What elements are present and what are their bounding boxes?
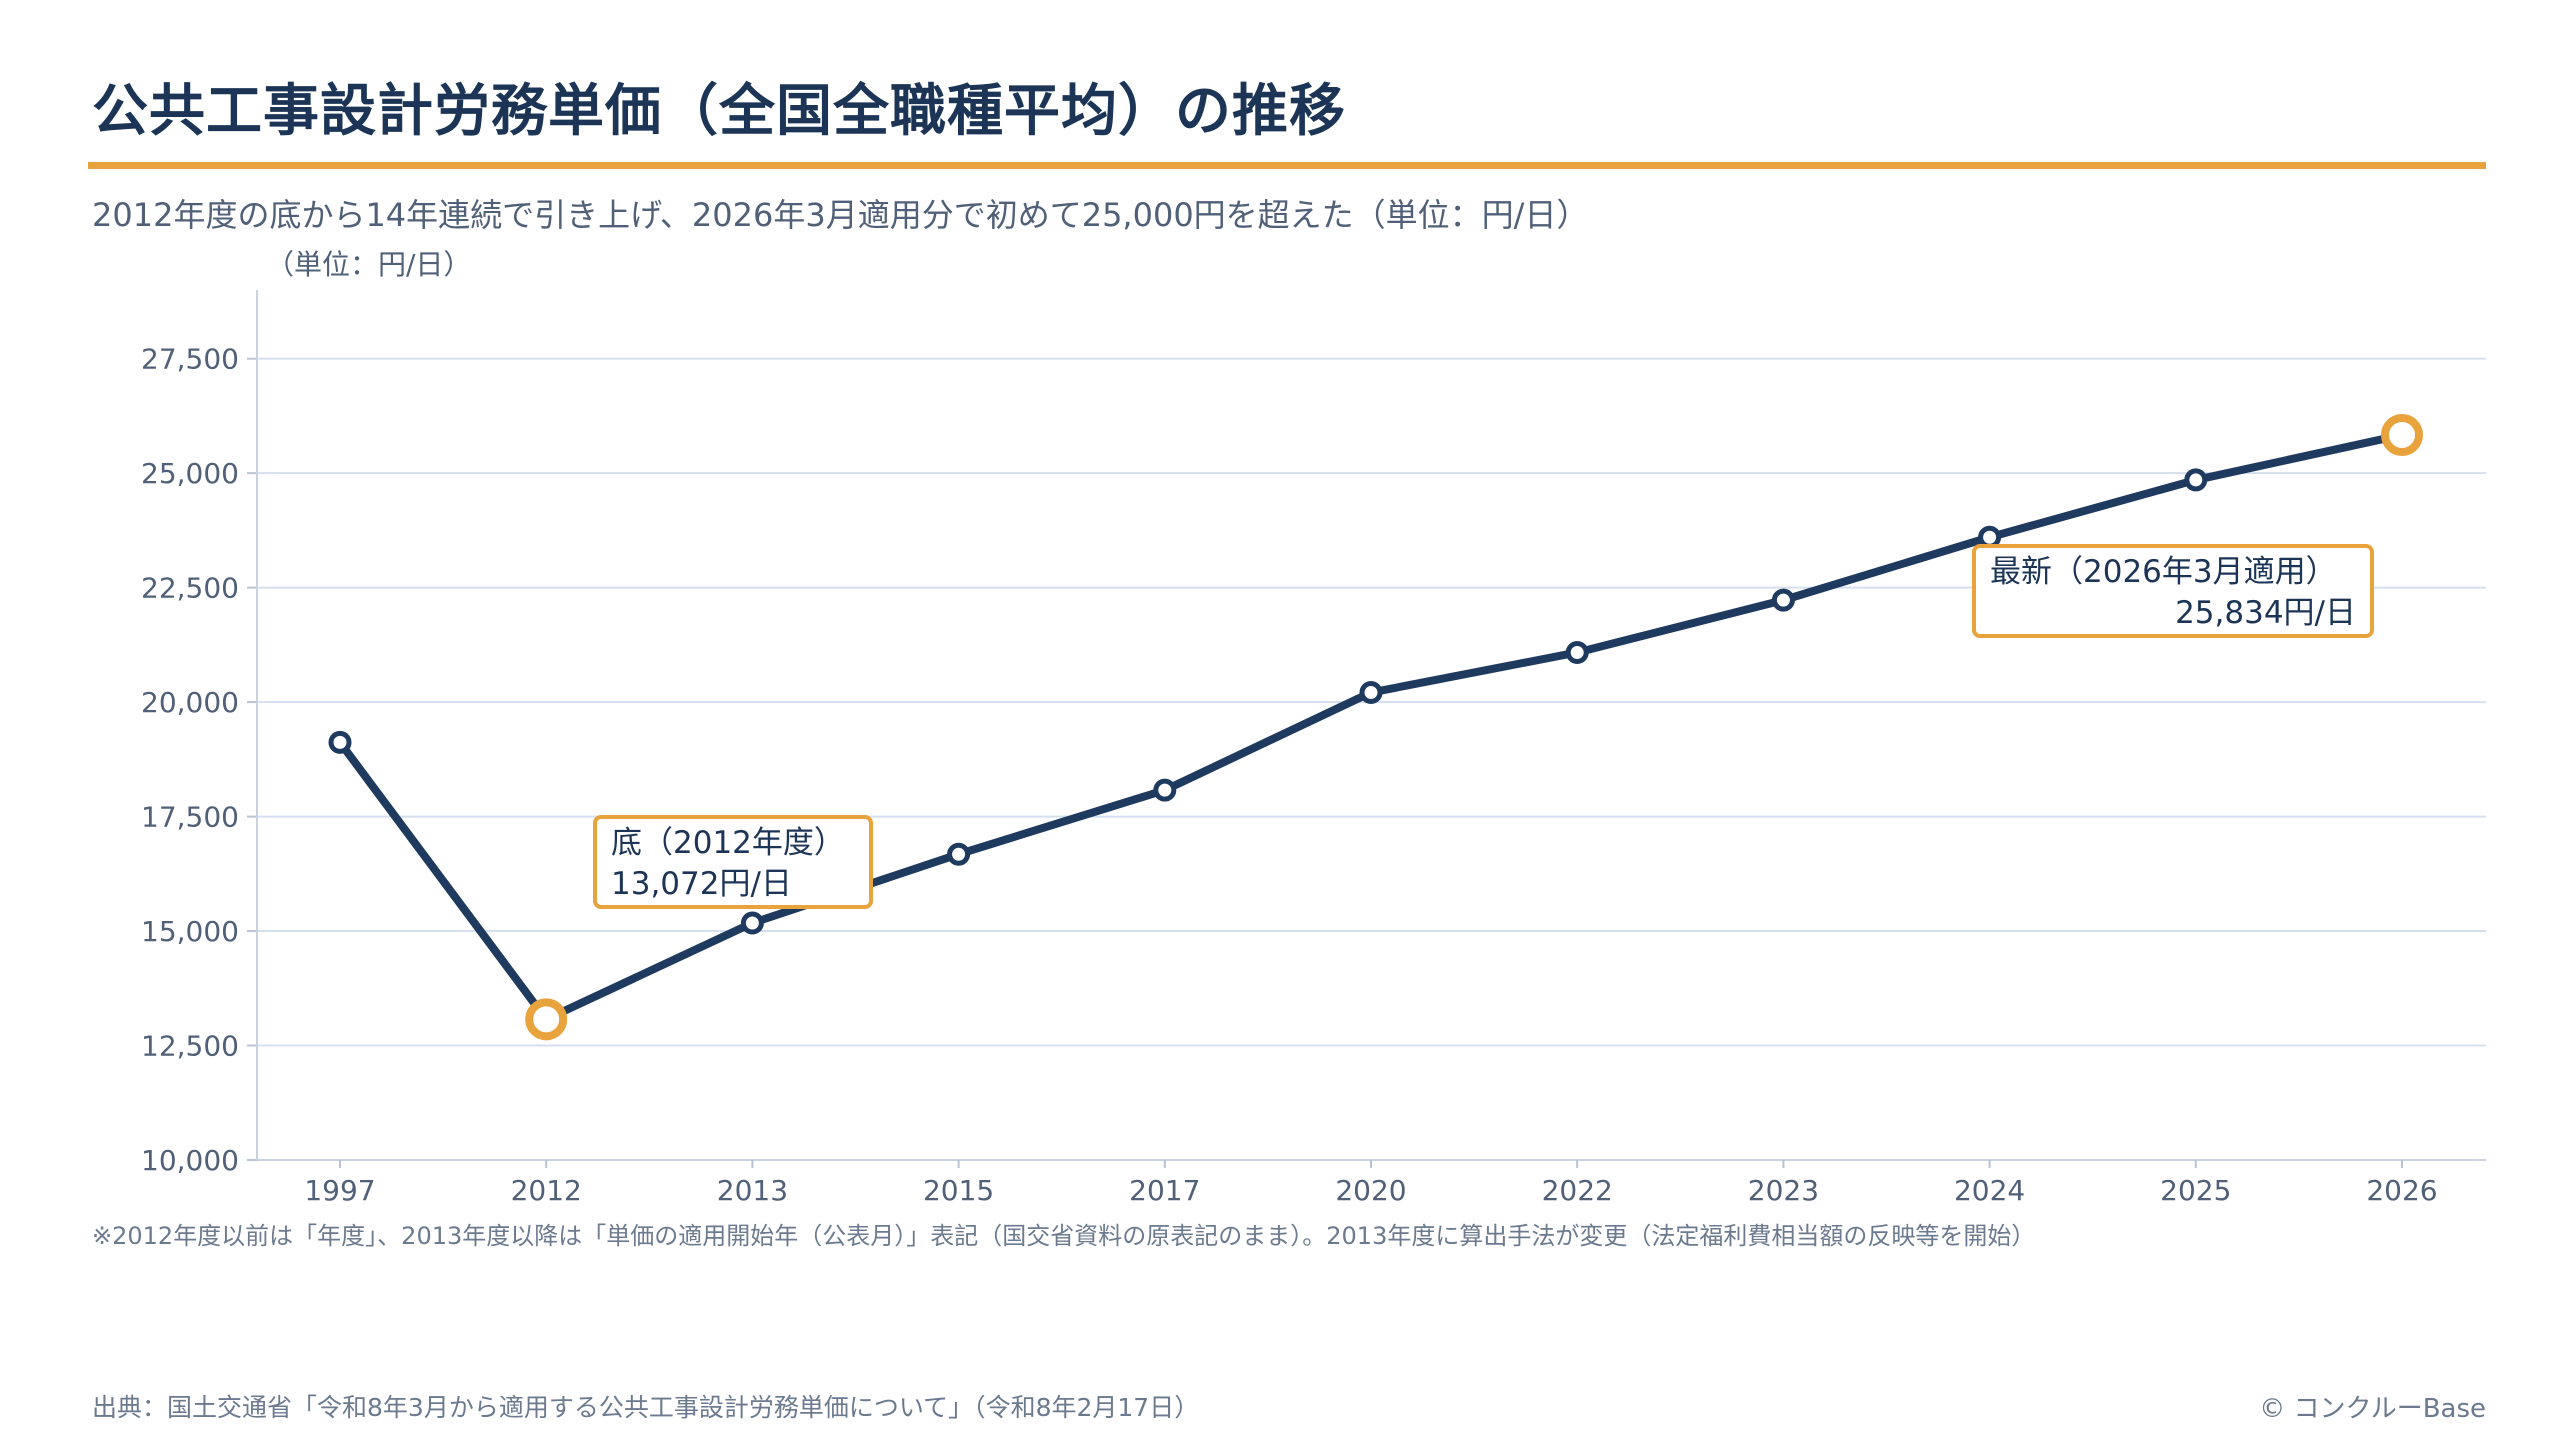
data-point [328,730,352,754]
callout-latest-label: 最新（2026年3月適用） [1990,554,2337,590]
y-axis-unit-label: （単位：円/日） [266,248,472,281]
x-tick-label: 2012 [511,1174,582,1207]
x-tick-label: 2020 [1335,1174,1406,1207]
highlight-point [525,998,568,1041]
highlight-point [2381,413,2423,456]
data-point [2184,468,2208,492]
x-tick-label: 2022 [1542,1174,1613,1207]
x-tick-label: 2025 [2160,1174,2231,1207]
axes [247,290,2486,1168]
data-point [740,911,764,935]
y-tick-label: 17,500 [141,801,239,834]
x-tick-labels: 1997 2012 2013 2015 2017 2020 2022 2023 2024 2025… [304,1174,2437,1207]
callout-minimum: 底（2012年度） 13,072円/日 [593,815,873,909]
callout-latest: 最新（2026年3月適用） 25,834円/日 [1972,544,2374,638]
x-tick-label: 2024 [1954,1174,2025,1207]
callout-minimum-value: 13,072円/日 [611,866,792,902]
y-tick-label: 20,000 [141,686,239,719]
data-point [1359,681,1383,705]
callout-latest-value: 25,834円/日 [2175,595,2356,631]
x-tick-label: 2023 [1748,1174,1819,1207]
y-tick-label: 10,000 [141,1144,239,1177]
chart-title: 公共工事設計労務単価（全国全職種平均）の推移 [92,79,1346,144]
x-tick-label: 2017 [1129,1174,1200,1207]
chart-subtitle: 2012年度の底から14年連続で引き上げ、2026年3月適用分で初めて25,00… [92,196,1589,234]
title-underline [88,162,2486,169]
y-tick-labels: 10,000 12,500 15,000 17,500 20,000 22,500 25,0… [141,343,239,1177]
data-point [1771,588,1795,612]
data-point [1153,778,1177,802]
y-tick-label: 27,500 [141,343,239,376]
y-tick-label: 22,500 [141,572,239,605]
x-tick-label: 2013 [717,1174,788,1207]
x-tick-label: 1997 [304,1174,375,1207]
x-tick-label: 2015 [923,1174,994,1207]
data-point [947,842,971,866]
footnote: ※2012年度以前は「年度」、2013年度以降は「単価の適用開始年（公表月）」表… [92,1222,2036,1250]
copyright: © コンクルーBase [2259,1394,2486,1424]
callout-minimum-label: 底（2012年度） [611,825,845,861]
y-tick-label: 25,000 [141,457,239,490]
y-tick-label: 15,000 [141,915,239,948]
x-tick-label: 2026 [2366,1174,2437,1207]
source-citation: 出典：国土交通省「令和8年3月から適用する公共工事設計労務単価について」（令和8… [92,1393,1200,1422]
data-points [328,413,2423,1041]
y-tick-label: 12,500 [141,1030,239,1063]
data-point [1565,640,1589,664]
